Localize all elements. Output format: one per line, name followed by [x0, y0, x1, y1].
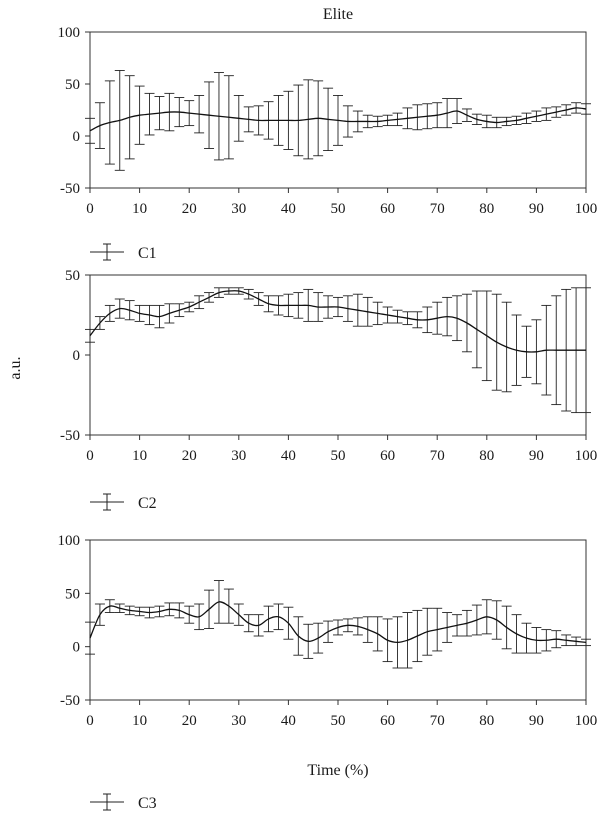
x-tick-label: 80: [479, 448, 494, 464]
x-tick-label: 60: [380, 201, 395, 217]
y-tick-label: 50: [65, 77, 80, 93]
x-tick-label: 30: [231, 713, 246, 729]
y-tick-label: -50: [60, 693, 80, 709]
x-tick-label: 50: [331, 448, 346, 464]
y-axis-title: a.u.: [7, 356, 24, 379]
x-tick-label: 100: [575, 201, 598, 217]
x-tick-label: 100: [575, 713, 598, 729]
y-tick-label: 50: [65, 586, 80, 602]
x-tick-label: 80: [479, 201, 494, 217]
x-tick-label: 50: [331, 201, 346, 217]
legend: C2: [90, 493, 157, 512]
x-tick-label: 90: [529, 448, 544, 464]
x-tick-label: 20: [182, 201, 197, 217]
x-tick-label: 70: [430, 201, 445, 217]
y-tick-label: 0: [73, 348, 81, 364]
mean-line: [89, 601, 587, 644]
x-tick-label: 70: [430, 448, 445, 464]
x-tick-label: 70: [430, 713, 445, 729]
panel-c2: 0 10 20 30 40 50 60 70 80 90 100 -50 0 50 C2: [60, 268, 597, 512]
x-tick-label: 100: [575, 448, 598, 464]
x-tick-label: 10: [132, 201, 147, 217]
error-bar: [581, 103, 591, 115]
x-tick-label: 40: [281, 448, 296, 464]
x-tick-label: 60: [380, 448, 395, 464]
y-tick-label: -50: [60, 428, 80, 444]
legend-label: C3: [138, 795, 157, 812]
x-tick-label: 0: [86, 201, 94, 217]
x-tick-label: 20: [182, 713, 197, 729]
x-tick-label: 10: [132, 713, 147, 729]
x-tick-label: 0: [86, 448, 94, 464]
mean-line: [89, 107, 587, 132]
mean-line: [89, 290, 586, 353]
y-tick-label: 100: [58, 25, 81, 41]
x-tick-label: 90: [529, 201, 544, 217]
x-axis-title: Time (%): [307, 762, 368, 779]
legend-label: C1: [138, 245, 157, 262]
x-tick-label: 40: [281, 713, 296, 729]
legend-label: C2: [138, 495, 157, 512]
panel-c3: 0 10 20 30 40 50 60 70 80 90 100 -50 0 50 100 C3: [58, 533, 598, 812]
y-tick-label: -50: [60, 181, 80, 197]
y-tick-label: 0: [73, 129, 81, 145]
x-tick-label: 10: [132, 448, 147, 464]
figure-title: Elite: [323, 6, 353, 23]
panel-c1: 0 10 20 30 40 50 60 70 80 90 100 -50 0 50 100 C1: [58, 25, 598, 262]
legend: C1: [90, 243, 157, 262]
x-tick-label: 30: [231, 201, 246, 217]
y-tick-label: 100: [58, 533, 81, 549]
x-tick-label: 0: [86, 713, 94, 729]
y-tick-label: 50: [65, 268, 80, 284]
x-tick-label: 60: [380, 713, 395, 729]
x-tick-label: 80: [479, 713, 494, 729]
x-tick-label: 90: [529, 713, 544, 729]
x-tick-label: 30: [231, 448, 246, 464]
x-tick-label: 20: [182, 448, 197, 464]
x-tick-label: 50: [331, 713, 346, 729]
error-bar: [85, 621, 95, 655]
x-tick-label: 40: [281, 201, 296, 217]
y-tick-label: 0: [73, 640, 81, 656]
legend: C3: [90, 793, 157, 812]
